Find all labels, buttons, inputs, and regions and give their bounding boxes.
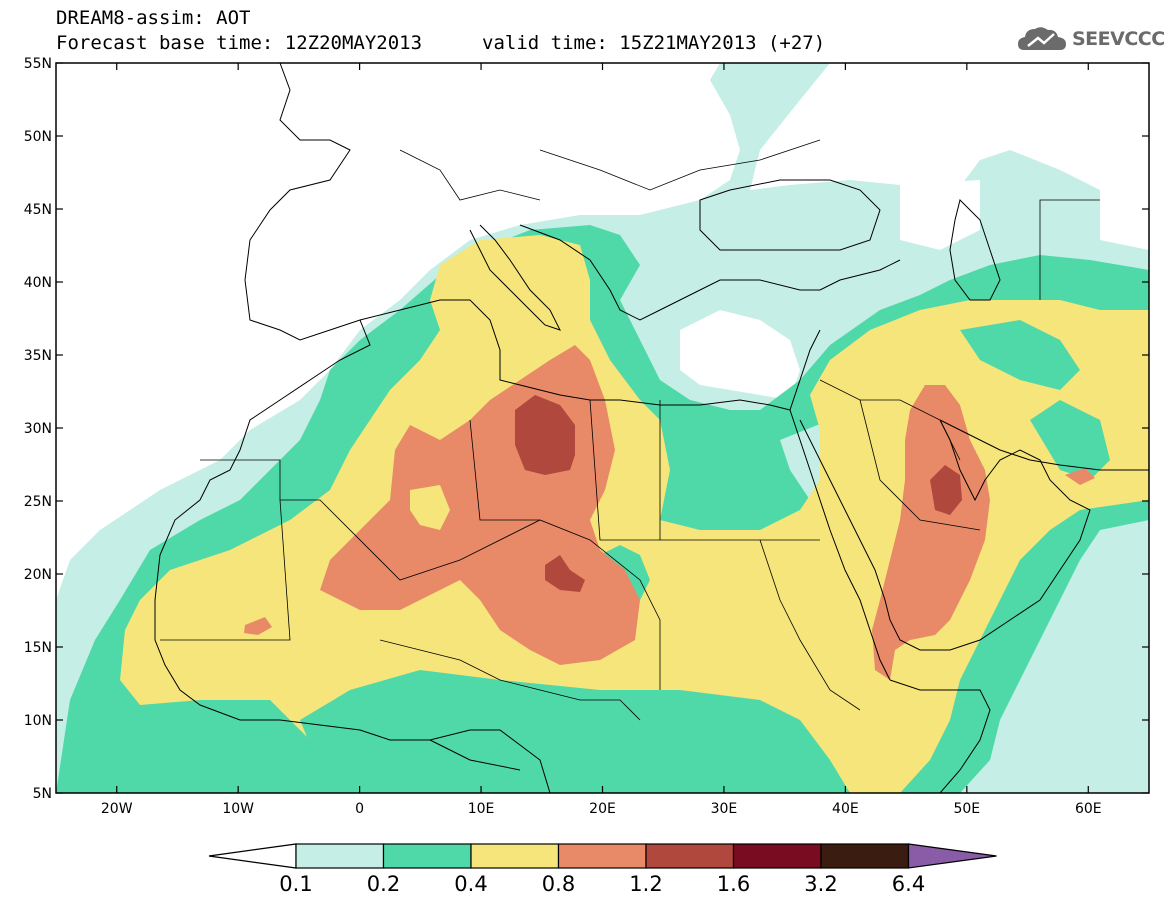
country-borders — [160, 139, 1100, 721]
aot-contours — [56, 63, 1149, 793]
lat-tick-label: 50N — [24, 129, 52, 145]
colorbar-label: 6.4 — [892, 872, 925, 896]
lat-tick-label: 55N — [24, 56, 52, 72]
logo-text: SEEVCCC — [1072, 28, 1165, 50]
colorbar-label: 1.2 — [629, 872, 662, 896]
colorbar-label: 0.8 — [542, 872, 575, 896]
colorbar-low-arrow — [208, 843, 297, 869]
colorbar-label: 0.4 — [454, 872, 487, 896]
lon-tick-label: 10W — [222, 801, 254, 817]
longitude-axis: 20W 10W 0 10E 20E 30E 40E 50E 60E — [101, 63, 1102, 817]
lon-tick-label: 60E — [1075, 801, 1102, 817]
lat-tick-label: 10N — [24, 713, 52, 729]
lat-tick-label: 45N — [24, 202, 52, 218]
lat-tick-label: 20N — [24, 567, 52, 583]
coastlines — [154, 63, 1149, 793]
colorbar-segment — [557, 843, 647, 869]
colorbar-segment — [295, 843, 385, 869]
lat-tick-label: 25N — [24, 494, 52, 510]
latitude-axis: 55N 50N 45N 40N 35N 30N 25N 20N 15N 10N 5N — [24, 56, 1149, 802]
colorbar: 0.1 0.2 0.4 0.8 1.2 1.6 3.2 6.4 — [208, 843, 997, 896]
lon-tick-label: 30E — [711, 801, 738, 817]
lon-tick-label: 10E — [468, 801, 495, 817]
colorbar-label: 0.2 — [367, 872, 400, 896]
lat-tick-label: 40N — [24, 275, 52, 291]
cloud-logo-icon — [1018, 27, 1066, 50]
colorbar-label: 3.2 — [804, 872, 837, 896]
colorbar-label: 0.1 — [279, 872, 312, 896]
colorbar-segment — [732, 843, 822, 869]
lon-tick-label: 50E — [953, 801, 980, 817]
colorbar-segment — [820, 843, 910, 869]
valid-time: valid time: 15Z21MAY2013 (+27) — [482, 32, 826, 54]
map-title: DREAM8-assim: AOT — [56, 7, 251, 29]
lon-tick-label: 20E — [589, 801, 616, 817]
colorbar-label: 1.6 — [717, 872, 750, 896]
colorbar-segment — [470, 843, 560, 869]
lat-tick-label: 15N — [24, 640, 52, 656]
lon-tick-label: 20W — [101, 801, 133, 817]
lat-tick-label: 5N — [33, 786, 52, 802]
lat-tick-label: 35N — [24, 348, 52, 364]
lat-tick-label: 30N — [24, 421, 52, 437]
forecast-base-time: Forecast base time: 12Z20MAY2013 — [56, 32, 423, 54]
colorbar-segment — [382, 843, 472, 869]
lon-tick-label: 40E — [832, 801, 859, 817]
lon-tick-label: 0 — [355, 801, 364, 817]
colorbar-high-arrow — [907, 843, 997, 869]
colorbar-segment — [645, 843, 735, 869]
